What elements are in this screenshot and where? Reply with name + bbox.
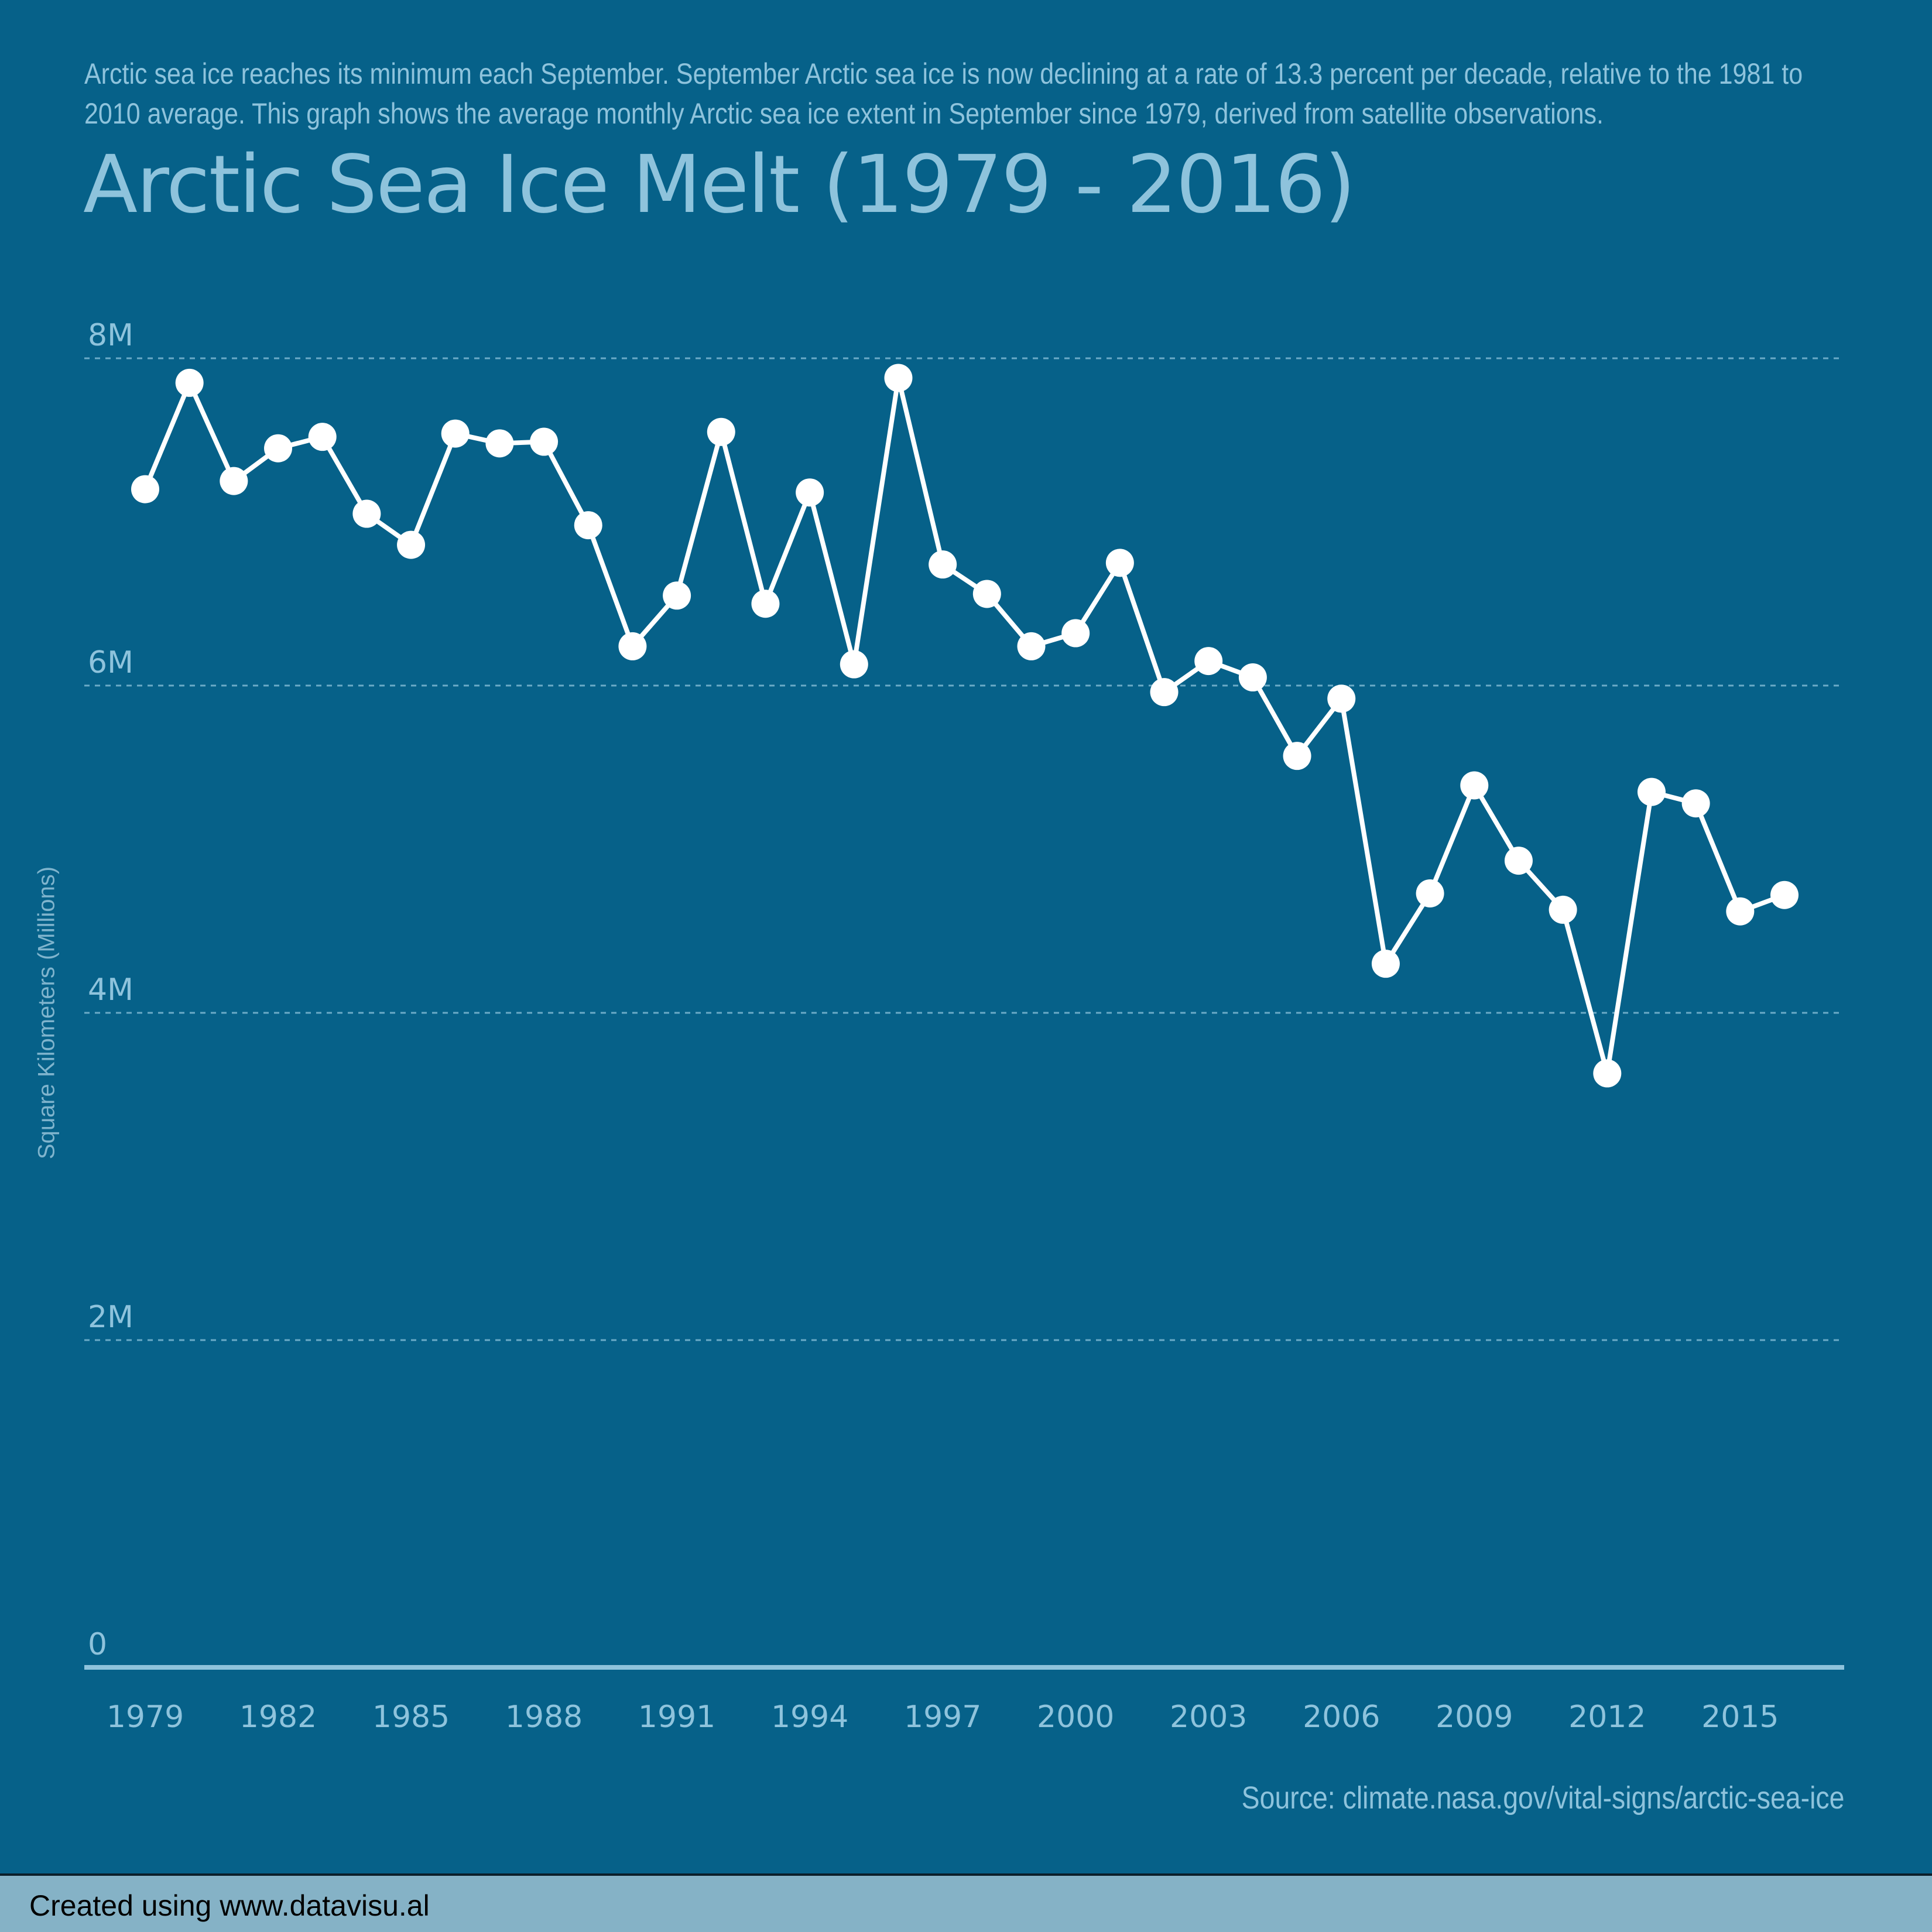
data-point[interactable] — [397, 530, 426, 559]
data-point[interactable] — [1238, 663, 1267, 692]
data-point[interactable] — [618, 632, 647, 660]
x-tick-label: 1982 — [239, 1700, 317, 1735]
data-point[interactable] — [707, 417, 735, 446]
y-axis-ticks: 0 2M 4M 6M 8M — [88, 318, 133, 1662]
y-tick-label: 2M — [88, 1300, 133, 1335]
data-point[interactable] — [884, 364, 913, 392]
data-point[interactable] — [1593, 1059, 1622, 1088]
data-point[interactable] — [796, 478, 824, 507]
x-tick-label: 2009 — [1436, 1700, 1513, 1735]
y-tick-label: 4M — [88, 972, 133, 1008]
data-point[interactable] — [1150, 678, 1179, 707]
data-point[interactable] — [175, 368, 204, 397]
chart-title: Arctic Sea Ice Melt (1979 - 2016) — [83, 139, 1355, 231]
data-point[interactable] — [1681, 789, 1710, 818]
data-point[interactable] — [1105, 549, 1134, 577]
gridlines — [84, 357, 1844, 1341]
x-axis-ticks: 1979 1982 1985 1988 1991 1994 1997 2000 2003 2006… — [107, 1700, 1779, 1735]
data-point[interactable] — [441, 419, 470, 448]
x-tick-label: 1985 — [372, 1700, 450, 1735]
data-point[interactable] — [220, 467, 248, 495]
source-note: Source: climate.nasa.gov/vital-signs/arc… — [1241, 1780, 1844, 1815]
data-point[interactable] — [972, 580, 1001, 608]
data-point[interactable] — [663, 581, 691, 610]
footer-bar: Created using www.datavisu.al — [0, 1873, 1932, 1932]
x-tick-label: 2003 — [1170, 1700, 1247, 1735]
data-point[interactable] — [352, 499, 381, 528]
data-point[interactable] — [264, 434, 293, 463]
data-point[interactable] — [1549, 895, 1577, 924]
y-tick-label: 8M — [88, 318, 133, 353]
x-tick-label: 1988 — [505, 1700, 583, 1735]
data-points — [131, 364, 1799, 1088]
data-point[interactable] — [1416, 879, 1444, 907]
series-line — [143, 375, 1786, 1076]
x-tick-label: 2006 — [1303, 1700, 1380, 1735]
data-point[interactable] — [530, 427, 559, 456]
y-tick-label: 6M — [88, 645, 133, 680]
x-tick-label: 1979 — [107, 1700, 184, 1735]
x-tick-label: 2015 — [1701, 1700, 1779, 1735]
data-point[interactable] — [751, 590, 780, 618]
data-point[interactable] — [1061, 619, 1090, 648]
data-point[interactable] — [840, 650, 868, 679]
data-point[interactable] — [308, 423, 337, 451]
data-point[interactable] — [1504, 847, 1533, 875]
data-point[interactable] — [929, 550, 957, 579]
data-point[interactable] — [1283, 742, 1311, 770]
y-tick-label: 0 — [88, 1627, 107, 1662]
x-tick-label: 2000 — [1037, 1700, 1114, 1735]
data-point[interactable] — [131, 475, 159, 503]
x-tick-label: 1997 — [904, 1700, 981, 1735]
data-point[interactable] — [1017, 632, 1046, 660]
data-point[interactable] — [485, 429, 514, 458]
data-point[interactable] — [1460, 771, 1489, 800]
chart-description: Arctic sea ice reaches its minimum each … — [84, 57, 1803, 130]
x-tick-label: 1991 — [638, 1700, 715, 1735]
data-point[interactable] — [1327, 684, 1356, 713]
data-point[interactable] — [1194, 647, 1223, 676]
footer-text[interactable]: Created using www.datavisu.al — [29, 1889, 430, 1922]
data-point[interactable] — [574, 511, 602, 540]
data-point[interactable] — [1637, 777, 1666, 806]
x-tick-label: 1994 — [771, 1700, 848, 1735]
data-point[interactable] — [1770, 881, 1799, 909]
x-tick-label: 2012 — [1568, 1700, 1646, 1735]
data-point[interactable] — [1371, 950, 1400, 978]
data-point[interactable] — [1726, 897, 1755, 926]
